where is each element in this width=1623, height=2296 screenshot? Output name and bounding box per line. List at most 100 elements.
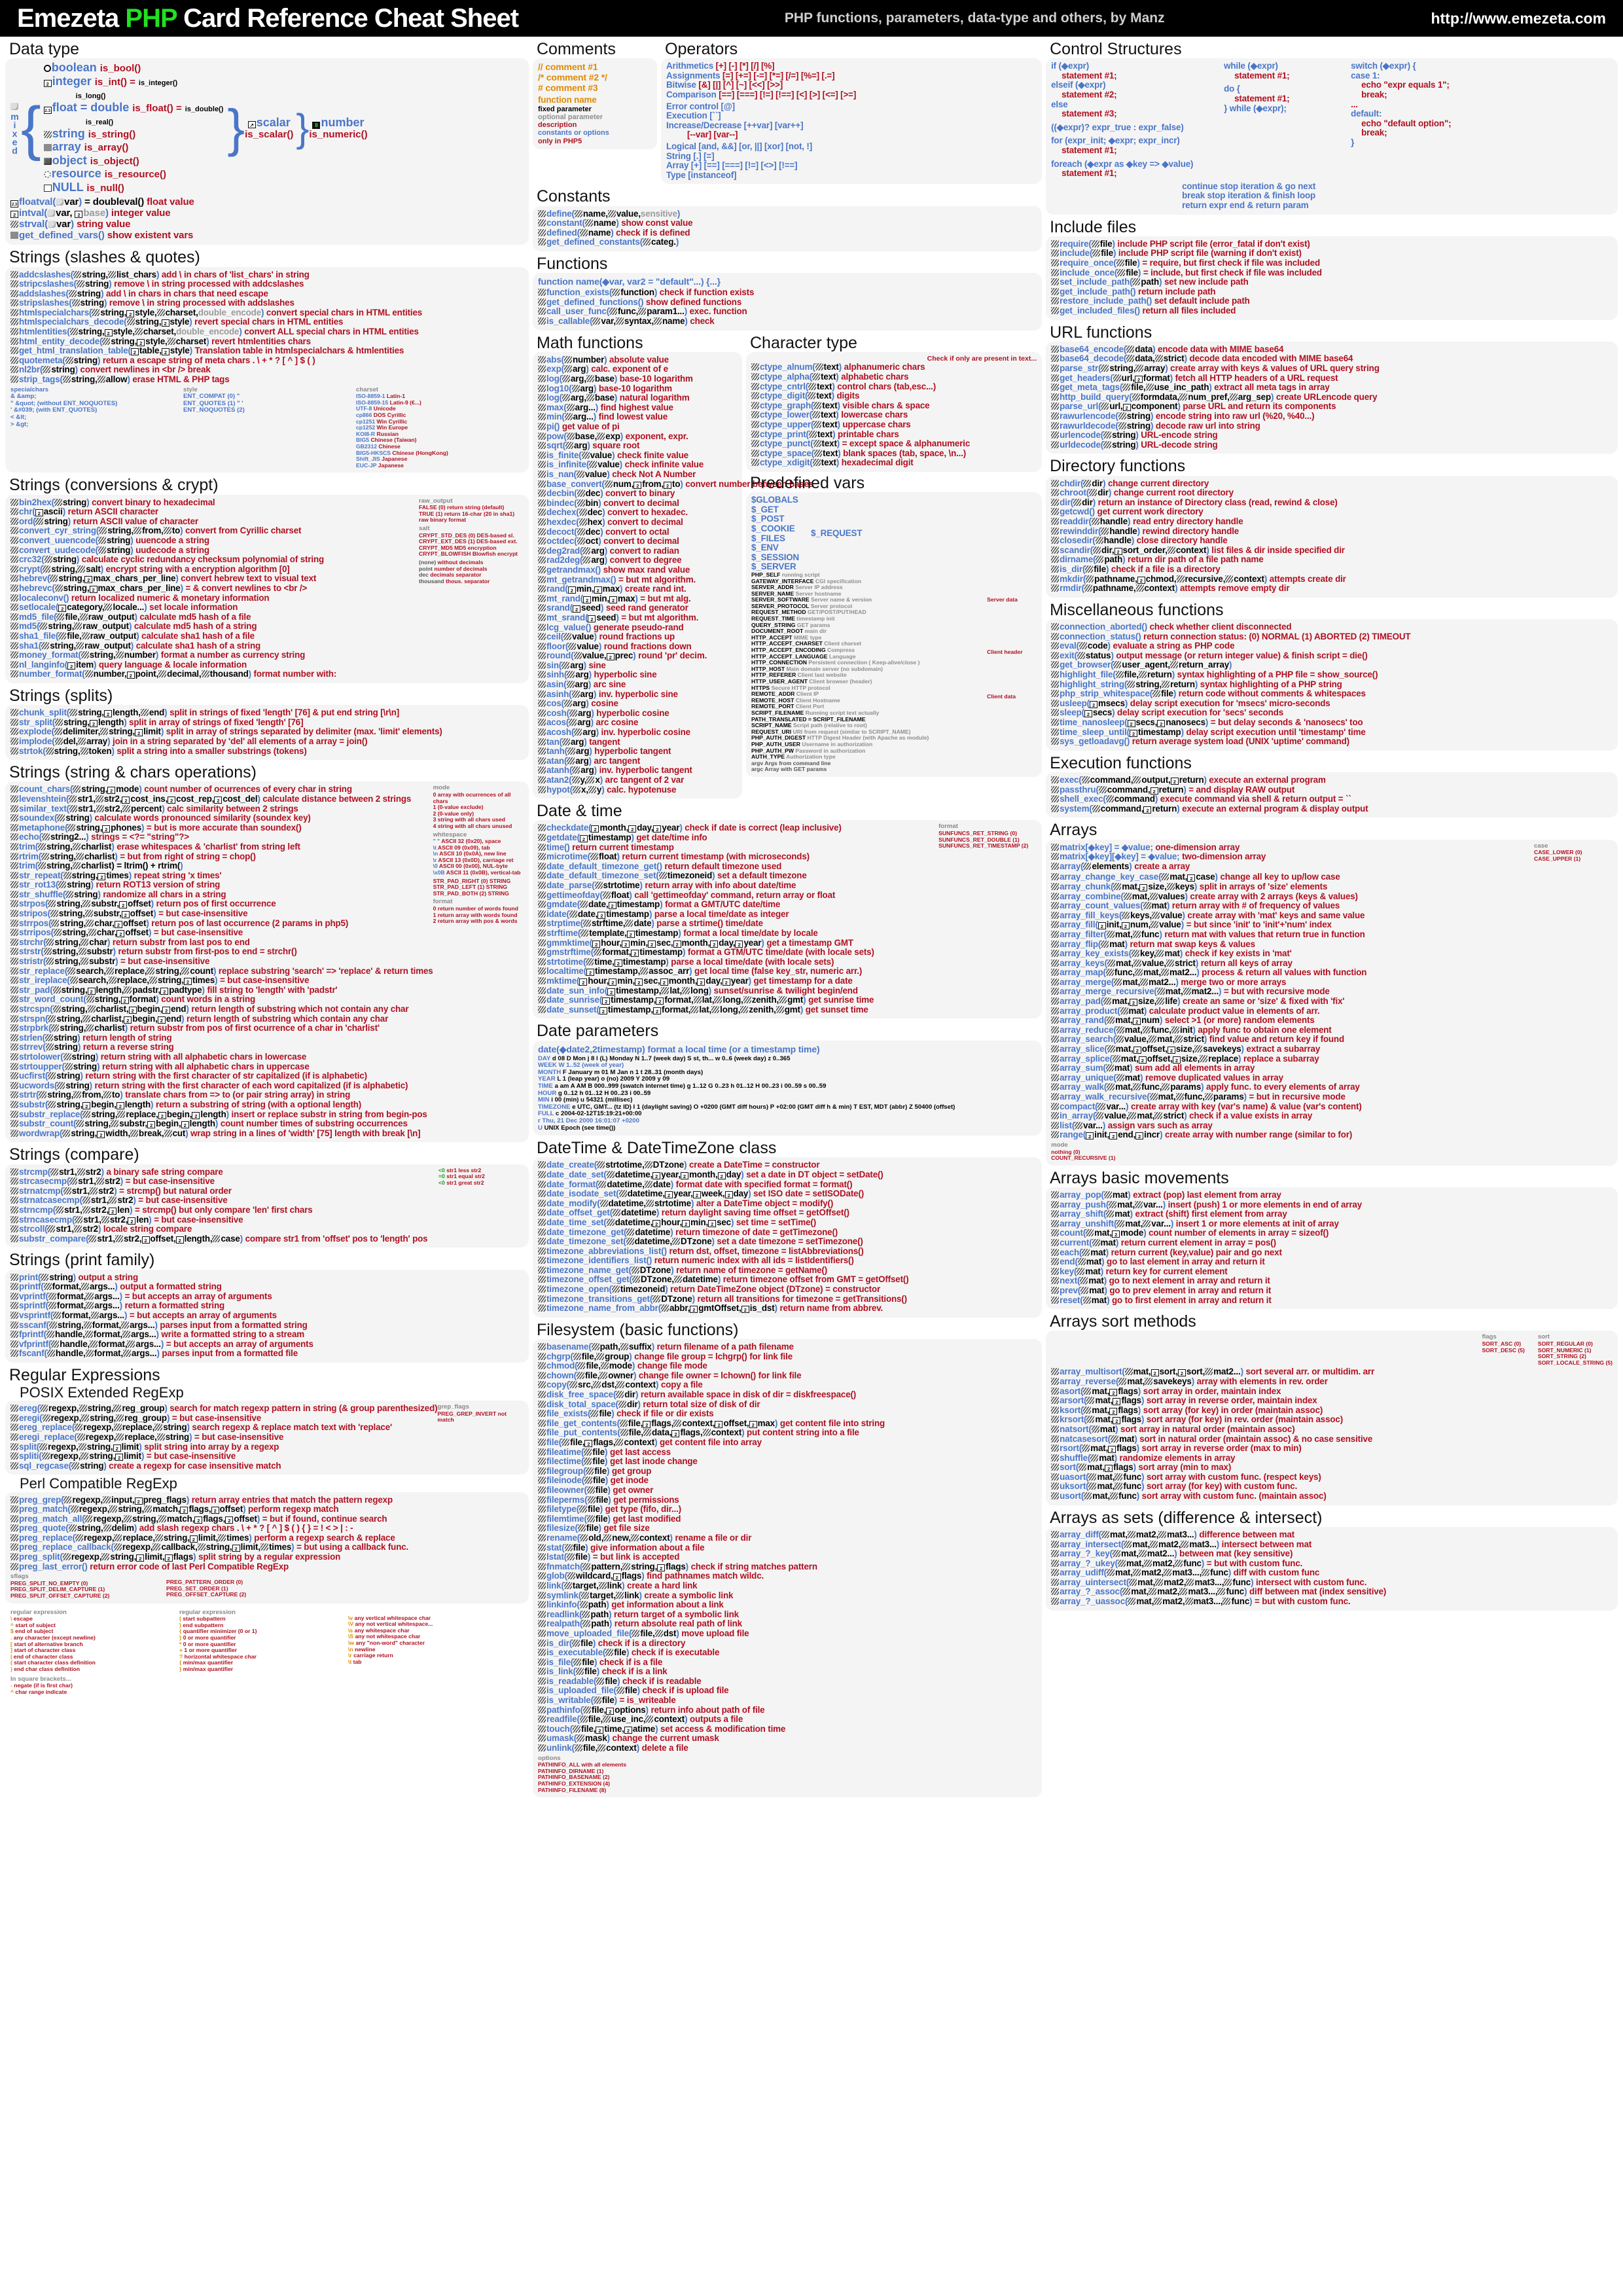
integer-icon: 2 [1121,922,1130,930]
reference-line: date_create(strtotime, DTzone) create a D… [538,1160,1037,1170]
param-icon [579,1505,587,1513]
param-icon [84,670,93,678]
global-var: $GLOBALS [751,495,798,505]
integer-icon: 2 [124,1016,132,1024]
date-param-row: TIME a am A AM B 000..999 (swatch intern… [538,1082,827,1090]
param-icon [115,651,124,659]
legend-line: \n ASCII 10 (0x0A), new line [433,850,507,857]
reference-line: trim(string, charlist) = ltrim() + rtrim(… [10,861,433,871]
param-icon [42,1414,50,1422]
reference-line: get_included_files() return all files in… [1051,306,1613,316]
param-icon [95,795,103,802]
reference-line: array_walk_recursive(mat, func, params) = … [1051,1092,1613,1102]
param-icon [1133,1083,1141,1091]
patternflags-list: PREG_PATTERN_ORDER (0) PREG_SET_ORDER (1… [166,1579,317,1598]
reference-line: hebrevc(string, 2 max_chars_per_line) = & … [10,583,419,594]
reference-line: array_fill_keys(keys, value) create array… [1051,910,1613,921]
reference-line: asin(arg) arc sine [538,679,737,690]
reference-line: convert_cyr_string(string, from, to) conve… [10,526,419,536]
type-icon [1051,862,1060,870]
param-icon [596,1677,605,1685]
type-icon [538,1725,546,1732]
param-icon [72,862,80,870]
type-icon [538,298,546,306]
reference-line: substr_compare(str1, str2, 2 offset, 2 length… [10,1234,438,1244]
param-icon [54,728,62,736]
param-icon [1171,1026,1179,1033]
reference-line: array_unshift(mat, var...) insert 1 or mo… [1051,1219,1613,1229]
integer-icon: 2 [160,987,169,995]
param-icon [39,1091,47,1099]
reference-line: preg_match_all(regexp, string, match, 2 flag… [10,1514,524,1524]
column-middle: Comments // comment #1/* comment #2 */# … [533,41,1043,2296]
reference-line: array_fill(2 init, 2 num, value) = but since… [1051,920,1613,930]
reference-line: eregi(regexp, string, reg_group) = but cas… [10,1413,437,1424]
type-icon [10,670,18,678]
integer-icon: 2 [1170,777,1179,785]
type-icon [1051,1540,1060,1548]
param-icon [658,872,667,880]
param-icon [1086,575,1094,583]
reference-line: print(string) output a string [10,1272,524,1283]
param-icon [80,651,89,659]
reference-line: rtrim(string, charlist) = but from right … [10,852,433,862]
integer-icon: 2 [1139,884,1148,891]
param-icon [588,785,596,793]
param-icon [740,1005,749,1013]
type-icon [10,967,18,975]
param-icon [577,490,585,497]
reference-line: strnatcasecmp(str1, str2) = but case-inse… [10,1196,438,1206]
param-icon [1162,680,1170,688]
param-icon [690,1005,699,1013]
type-icon [538,1381,546,1389]
param-icon [569,709,577,717]
type-icon [10,356,18,364]
param-icon [1202,1569,1210,1577]
server-var: SERVER_NAME Server hostname [751,590,842,597]
integer-icon: 2 [194,1516,203,1524]
param-icon [593,1696,601,1704]
reference-line: shell_exec(command) execute command via … [1051,794,1613,804]
reference-line: uasort(mat, func) sort array with custom … [1051,1472,1613,1482]
param-icon [1156,950,1164,958]
server-var: DOCUMENT_ROOT main dir [751,628,827,635]
type-icon [1051,622,1060,630]
reference-line: strnatcmp(str1, str2) = strcmp() but natu… [10,1186,438,1196]
reference-line: ctype_punct(text) = except space & alpha… [751,439,1037,449]
reference-line: strtolower(string) return string with al… [10,1052,433,1062]
number-icon: 8 [312,121,321,129]
param-icon [812,411,821,419]
param-icon [625,920,633,927]
param-icon [1132,278,1141,286]
reference-line: dechex(dec) convert to hexadec. [538,508,737,518]
switch-block: switch (◆expr) {case 1: echo "expr equals… [1351,61,1613,147]
param-icon [115,1234,123,1242]
legend-line: \r ASCII 13 (0x0D), carriage ret [433,856,514,863]
type-icon [10,958,18,965]
param-icon [73,270,82,278]
legend-line: SORT_ASC (0) [1482,1340,1522,1347]
reference-line: implode(del, array) join in a string sepa… [10,736,524,747]
type-icon [538,471,546,478]
regexp-mid-list: ( start subpattern) end subpattern{ quan… [179,1615,343,1672]
reference-line: function_exists(function) check if funct… [538,287,1037,298]
param-icon [1158,1530,1167,1538]
reference-line: soundex(string) calculate words pronounc… [10,813,433,823]
server-var: PATH_TRANSLATED = SCRIPT_FILENAME [751,715,866,723]
function-list: chunk_split(string, 2 length, end) split in… [10,708,524,756]
param-icon [1175,1559,1183,1567]
param-icon [1156,988,1165,996]
type-icon [538,1639,546,1647]
integer-icon: 2 [183,978,192,986]
param-icon [632,1276,640,1283]
param-icon [75,852,84,860]
array-head-line: matrix[◆key] = ◆value; one-dimension arr… [1051,842,1534,853]
param-icon [620,1429,628,1437]
type-icon [1051,997,1060,1005]
type-icon [538,1419,546,1427]
legend-line: SORT_REGULAR (0) [1537,1340,1593,1347]
param-icon [41,833,50,841]
param-icon [58,881,67,889]
param-icon [593,1381,601,1389]
